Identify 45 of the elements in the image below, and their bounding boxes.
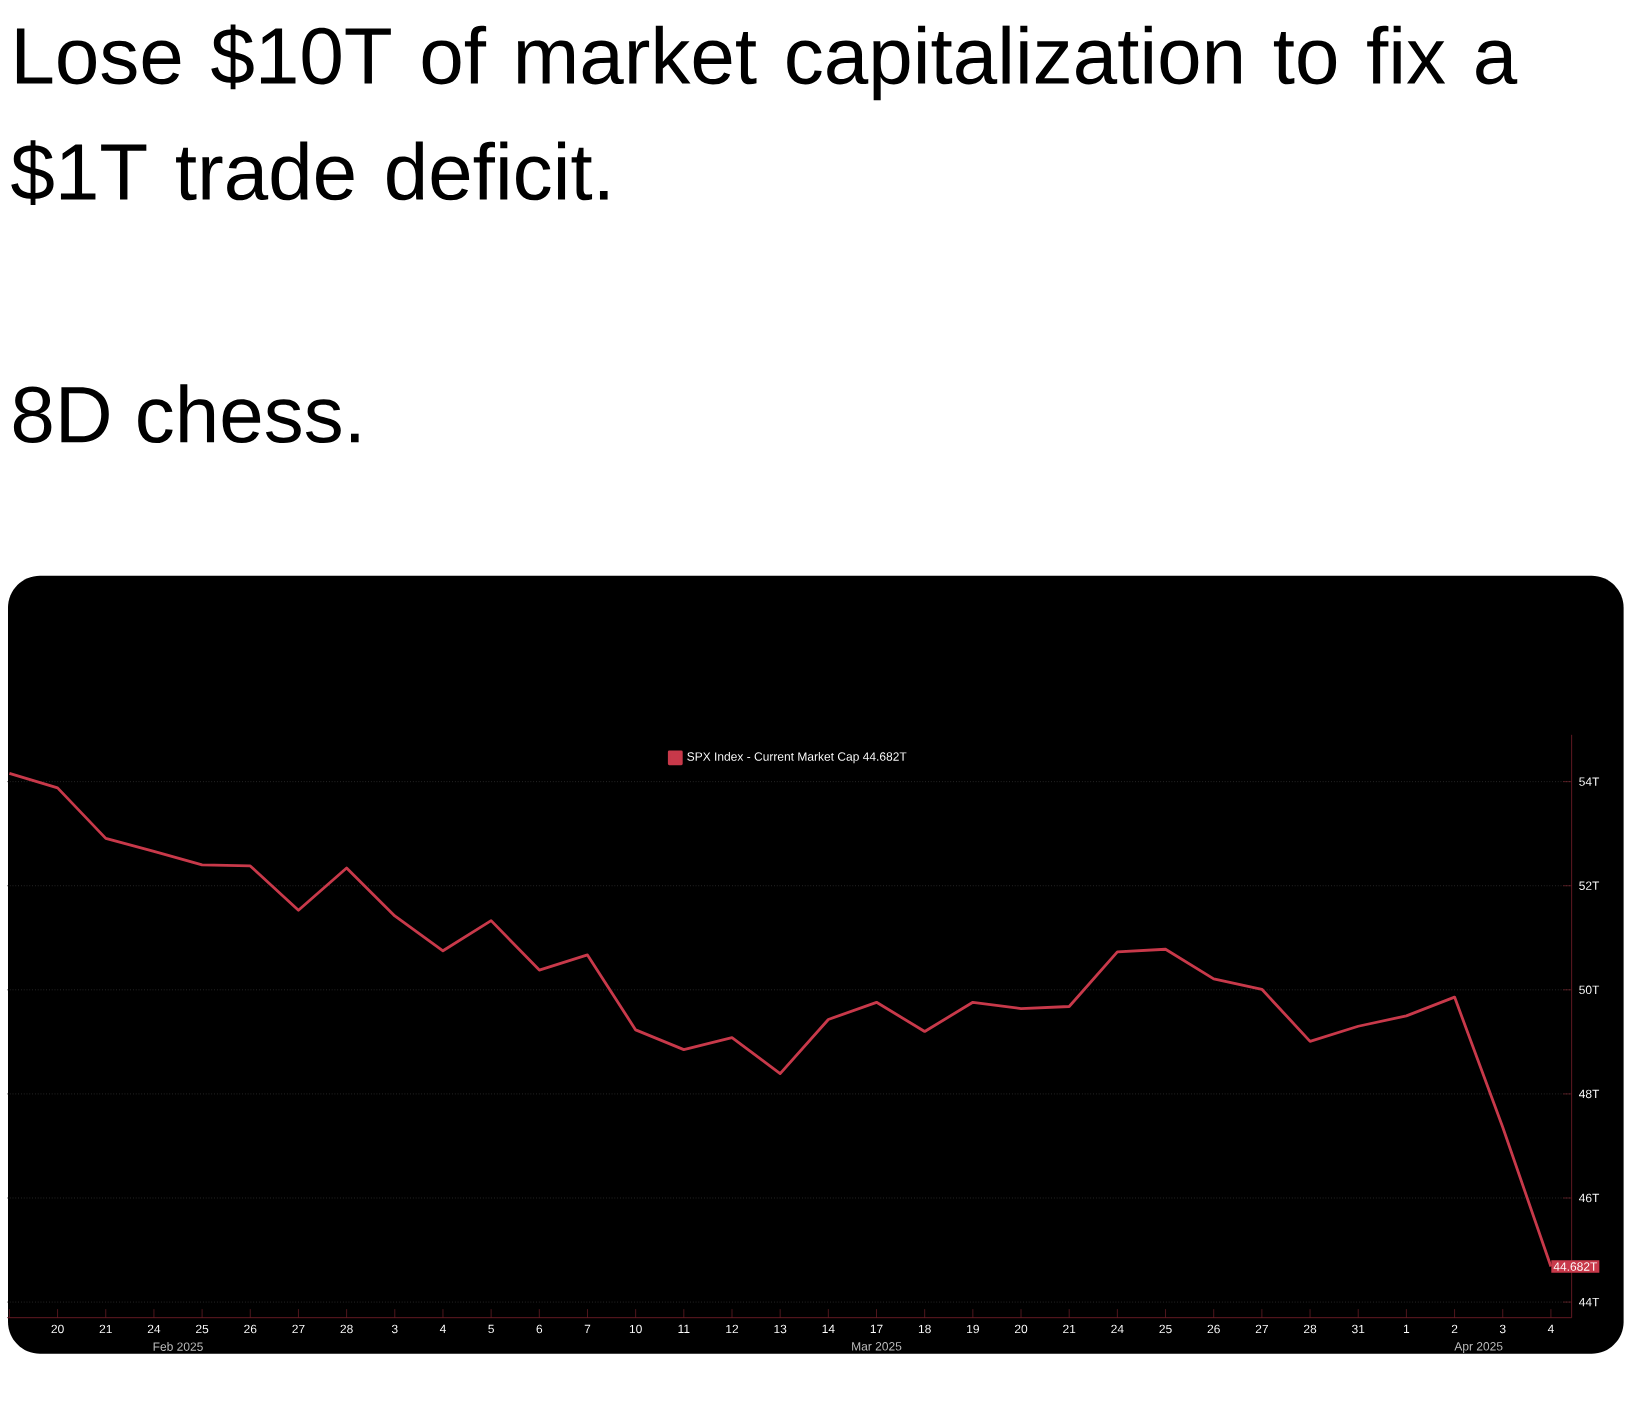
x-tick-label: 6 bbox=[536, 1324, 543, 1334]
x-tick-label: 25 bbox=[196, 1324, 209, 1334]
x-tick-label: 17 bbox=[870, 1324, 883, 1334]
x-tick-label: 10 bbox=[629, 1324, 642, 1334]
x-tick-label: 27 bbox=[292, 1324, 305, 1334]
x-tick-label: 25 bbox=[1159, 1324, 1172, 1334]
x-tick-label: 13 bbox=[774, 1324, 787, 1334]
x-tick-label: 28 bbox=[340, 1324, 353, 1334]
x-tick-label: 14 bbox=[822, 1324, 835, 1334]
x-tick-label: 1 bbox=[1403, 1324, 1410, 1334]
x-tick-label: 19 bbox=[967, 1324, 979, 1334]
x-tick-label: 26 bbox=[244, 1324, 257, 1334]
x-tick-label: 4 bbox=[439, 1324, 446, 1334]
x-tick-label: 2 bbox=[1451, 1324, 1458, 1334]
text: Mar 2025 bbox=[852, 1342, 902, 1351]
text: Feb 2025 bbox=[153, 1342, 203, 1352]
x-tick-label: 20 bbox=[1014, 1324, 1028, 1334]
legend-label: SPX Index - Current Market Cap 44.682T bbox=[687, 752, 907, 764]
x-tick-label: 27 bbox=[1255, 1324, 1268, 1334]
y-tick-label: 46T bbox=[1578, 1193, 1600, 1203]
y-tick-label: 54T bbox=[1579, 777, 1600, 787]
y-tick-label: 50T bbox=[1579, 985, 1600, 995]
x-tick-label: 18 bbox=[918, 1324, 931, 1334]
x-tick-label: 21 bbox=[99, 1324, 112, 1334]
chart-subtitle: 8D chess. bbox=[13, 384, 359, 444]
y-tick-label: 48T bbox=[1578, 1089, 1600, 1099]
data-label: 44.682T bbox=[1553, 1262, 1598, 1271]
x-tick-label: 26 bbox=[1207, 1324, 1220, 1334]
x-tick-label: 7 bbox=[584, 1324, 591, 1334]
x-tick-label: 12 bbox=[726, 1324, 739, 1334]
text: Apr 2025 bbox=[1454, 1342, 1503, 1354]
x-tick-label: 21 bbox=[1063, 1324, 1076, 1334]
x-tick-label: 24 bbox=[147, 1324, 161, 1334]
x-tick-label: 28 bbox=[1303, 1324, 1317, 1334]
chart-title: Lose $10T of market capitalization to fix a $1T trade deficit. bbox=[11, 24, 1518, 206]
x-tick-label: 4 bbox=[1547, 1324, 1554, 1334]
x-tick-label: 31 bbox=[1352, 1324, 1365, 1334]
x-tick-label: 11 bbox=[678, 1324, 690, 1334]
x-tick-label: 24 bbox=[1111, 1324, 1124, 1334]
x-tick-label: 5 bbox=[488, 1324, 494, 1334]
x-tick-label: 3 bbox=[1499, 1324, 1506, 1334]
x-tick-label: 3 bbox=[391, 1324, 398, 1334]
y-tick-label: 52T bbox=[1579, 881, 1600, 891]
y-tick-label: 44T bbox=[1578, 1298, 1600, 1307]
x-tick-label: 20 bbox=[51, 1324, 64, 1334]
